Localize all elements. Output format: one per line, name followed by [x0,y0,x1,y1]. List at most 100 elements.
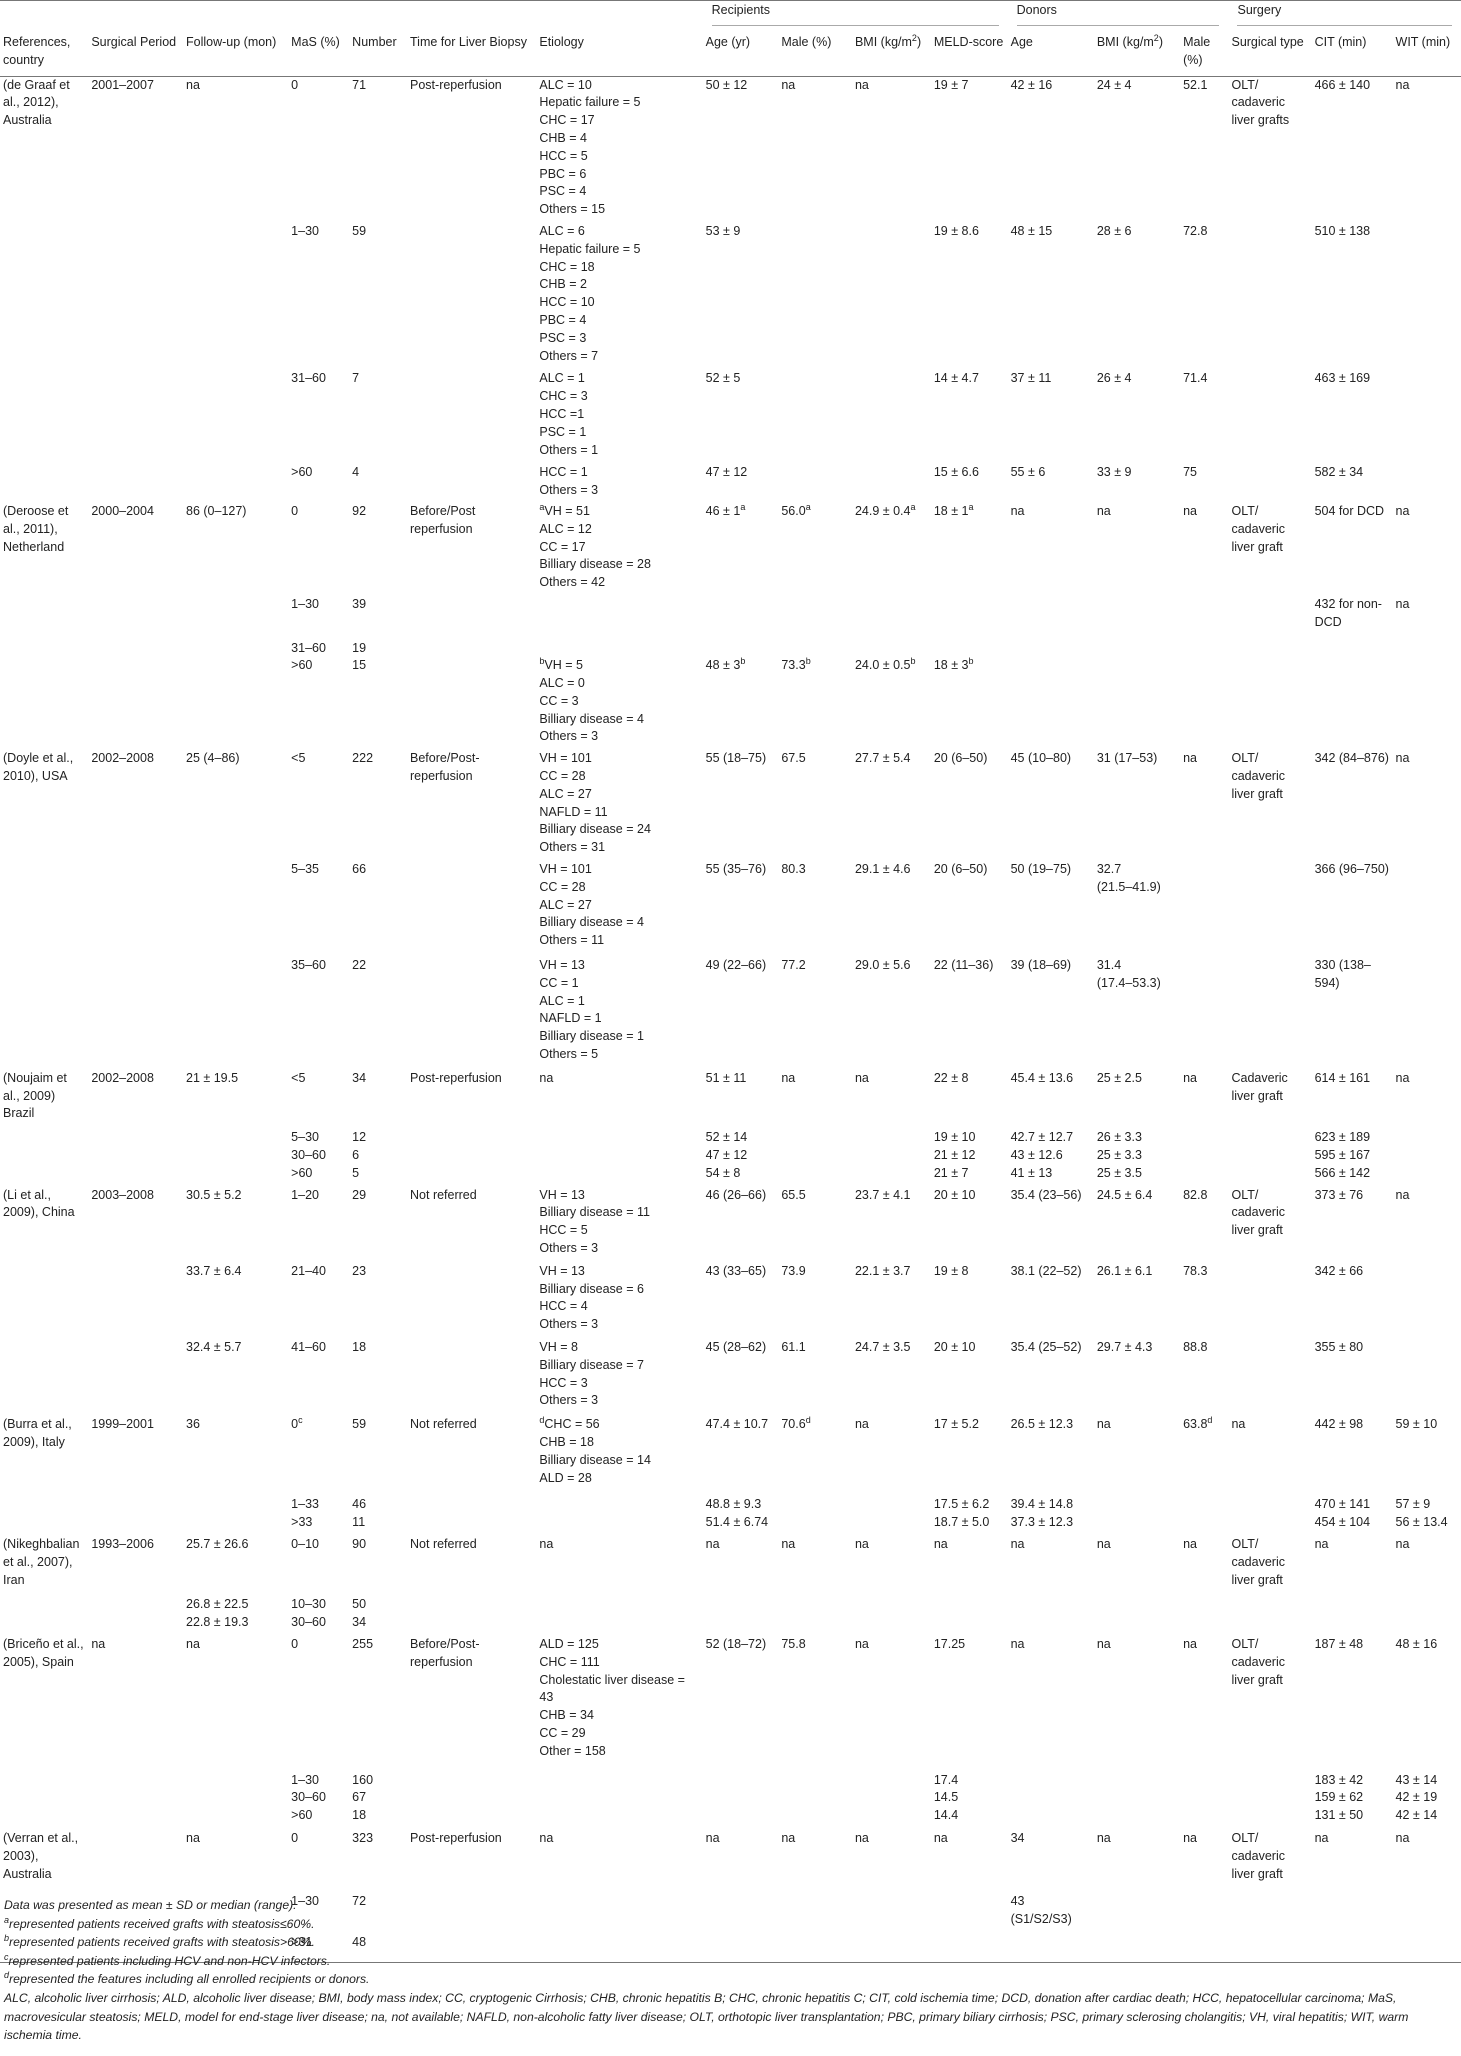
cell-number: 18 [352,1339,367,1354]
cell-followup: 36 [186,1417,200,1432]
cell-r-bmi: 29.1 ± 4.6 [854,862,911,877]
cell-surgtype [1228,1496,1311,1536]
cell-cit: 442 ± 98 [1314,1417,1364,1432]
cell-ref: (Burra et al., 2009), Italy [3,1417,72,1449]
footnote-d: drepresented the features including all … [4,1970,370,1987]
cell-r-meld: 20 (6–50) [933,862,988,877]
cell-etiology: VH = 13 CC = 1 ALC = 1 NAFLD = 1 Billiary di… [539,958,644,1062]
cell-followup: 26.8 ± 22.5 22.8 ± 19.3 [186,1597,249,1630]
cell-r-meld: 17.4 14.5 14.4 [933,1772,959,1823]
cell-d-bmi: 31 (17–53) [1096,751,1158,766]
cell-r-meld: 17.25 [933,1636,966,1651]
cell-number: 50 34 [352,1597,367,1630]
cell-d-male: 88.8 [1183,1339,1208,1354]
footnote-abbreviations: ALC, alcoholic liver cirrhosis; ALD, alc… [4,1990,1409,2043]
cell-d-male: na [1183,503,1197,518]
cell-r-bmi: 24.7 ± 3.5 [854,1339,911,1354]
cell-d-age [1008,640,1094,751]
cell-r-bmi: 24.9 ± 0.4a [854,502,916,518]
cell-wit: na [1395,751,1410,766]
cell-r-male: na [781,1536,796,1551]
col-recipient-male: Male (%) [778,27,852,77]
cell-biopsy [407,1596,536,1636]
cell-biopsy [407,596,536,640]
cell-d-age: 34 [1010,1830,1025,1845]
cell-period: 2000–2004 [91,503,154,518]
cell-d-age: 39.4 ± 14.8 37.3 ± 12.3 [1010,1497,1074,1530]
cell-d-age: 38.1 (22–52) [1010,1263,1082,1278]
cell-period: 1993–2006 [91,1536,154,1551]
cell-d-male: 63.8d [1183,1416,1213,1432]
cell-number: 92 [352,503,367,518]
cell-d-bmi [1093,1933,1181,1963]
cell-period [88,596,183,640]
cell-r-bmi [852,596,931,640]
cell-followup [183,464,288,503]
cell-d-male [1180,1933,1229,1963]
cell-r-meld: 19 ± 8.6 [933,223,979,238]
cell-wit [1393,1596,1461,1636]
cell-d-age: 35.4 (25–52) [1010,1339,1082,1354]
cell-etiology: ALC = 6 Hepatic failure = 5 CHC = 18 CHB = … [539,223,641,363]
cell-r-male [778,596,852,640]
cell-followup [183,223,288,370]
table-row: (Nikeghbalian et al., 2007), Iran 1993–20… [0,1536,1461,1596]
cell-period [88,370,183,464]
cell-d-male [1180,596,1228,640]
table-row: 5–30 30–60 >60 12 6 5 52 ± 14 47 ± 12 54 ± 8 19 ±… [0,1129,1461,1186]
col-surgical-period: Surgical Period [88,27,183,77]
cell-surgtype [1228,464,1311,503]
cell-d-male [1180,957,1228,1070]
cell-r-bmi: 24.0 ± 0.5b [854,656,916,673]
cell-surgtype [1228,1772,1311,1830]
cell-biopsy: Before/Post-reperfusion [410,751,480,784]
cell-d-age: 35.4 (23–56) [1010,1187,1082,1202]
footnote-b: brepresented patients received grafts wi… [4,1933,315,1950]
cell-r-age: 52 (18–72) [705,1636,767,1651]
cell-r-bmi [852,1596,931,1636]
cell-biopsy [407,1129,536,1186]
cell-r-bmi: na [854,1536,869,1551]
cell-followup: 25 (4–86) [186,751,240,766]
cell-d-male: 71.4 [1183,371,1208,386]
cell-d-bmi: 26 ± 4 [1096,371,1132,386]
cell-biopsy [407,640,536,751]
cell-surgtype [1228,1596,1311,1636]
table-row: (Burra et al., 2009), Italy 1999–2001 36 0c… [0,1416,1461,1496]
cell-number: 90 [352,1536,367,1551]
cell-r-meld: 19 ± 10 21 ± 12 21 ± 7 [933,1130,976,1180]
cell-ref [0,1263,88,1339]
cell-d-bmi [1094,640,1180,751]
cell-mas: 10–30 30–60 [291,1597,326,1630]
cell-etiology: bVH = 5 ALC = 0 CC = 3 Billiary disease = 4… [539,656,644,744]
cell-r-bmi [852,1129,931,1186]
cell-number: 39 [352,596,367,611]
cell-r-male: 73.9 [781,1263,806,1278]
table-row: 35–60 22 VH = 13 CC = 1 ALC = 1 NAFLD = 1 Bill… [0,957,1461,1070]
table-row: (de Graaf et al., 2012), Australia 2001–2… [0,76,1461,223]
cell-cit: 366 (96–750) [1314,862,1389,877]
cell-ref [0,223,88,370]
liver-transplant-table: Recipients Donors Surgery References, co… [0,0,1461,1963]
cell-d-age [1007,1933,1094,1963]
cell-cit: 373 ± 76 [1314,1187,1364,1202]
cell-etiology: HCC = 1 Others = 3 [539,465,599,498]
cell-r-meld: 20 ± 10 [933,1339,976,1354]
cell-followup [183,1496,288,1536]
cell-wit [1393,223,1461,370]
table-row: 31–60 7 ALC = 1 CHC = 3 HCC =1 PSC = 1 Others … [0,370,1461,464]
cell-surgtype [1228,1339,1311,1416]
cell-etiology: aVH = 51 ALC = 12 CC = 17 Billiary disease … [539,502,651,590]
cell-r-age: na [705,1830,720,1845]
cell-cit: 470 ± 141 454 ± 104 [1314,1497,1371,1530]
cell-cit [1311,1933,1393,1963]
cell-biopsy: Post-reperfusion [410,1830,502,1845]
cell-r-age: 52 ± 14 47 ± 12 54 ± 8 [705,1130,748,1180]
cell-r-meld: 18 ± 1a [933,502,974,518]
cell-wit: na [1395,596,1410,611]
cell-d-male: 82.8 [1183,1187,1208,1202]
cell-followup: 30.5 ± 5.2 [186,1187,242,1202]
cell-r-male: 56.0a [781,502,811,518]
cell-period [88,464,183,503]
col-recipient-bmi: BMI (kg/m2) [851,27,931,77]
